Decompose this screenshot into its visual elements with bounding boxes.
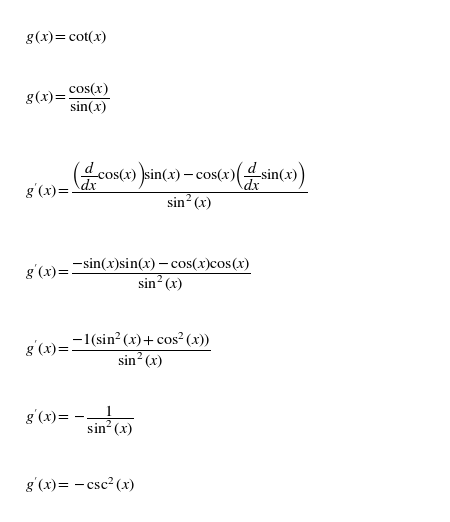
Text: $g'(x) = -\csc^2(x)$: $g'(x) = -\csc^2(x)$ <box>25 476 135 495</box>
Text: $g'(x) = -\dfrac{1}{\sin^2(x)}$: $g'(x) = -\dfrac{1}{\sin^2(x)}$ <box>25 403 134 437</box>
Text: $g\,(x) = \dfrac{\cos(x)}{\sin(x)}$: $g\,(x) = \dfrac{\cos(x)}{\sin(x)}$ <box>25 81 109 117</box>
Text: $g'(x) = \dfrac{\left(\dfrac{d}{dx}\cos(x)\right)\!\sin(x) - \cos(x)\left(\dfrac: $g'(x) = \dfrac{\left(\dfrac{d}{dx}\cos(… <box>25 159 307 212</box>
Text: $g\,(x) = \cot(x)$: $g\,(x) = \cot(x)$ <box>25 28 107 45</box>
Text: $g'(x) = \dfrac{-\sin(x)\sin(x) - \cos(x)\cos(x)}{\sin^2(x)}$: $g'(x) = \dfrac{-\sin(x)\sin(x) - \cos(x… <box>25 255 251 293</box>
Text: $g'(x) = \dfrac{-1(\sin^2(x) + \cos^2(x))}{\sin^2(x)}$: $g'(x) = \dfrac{-1(\sin^2(x) + \cos^2(x)… <box>25 330 211 370</box>
